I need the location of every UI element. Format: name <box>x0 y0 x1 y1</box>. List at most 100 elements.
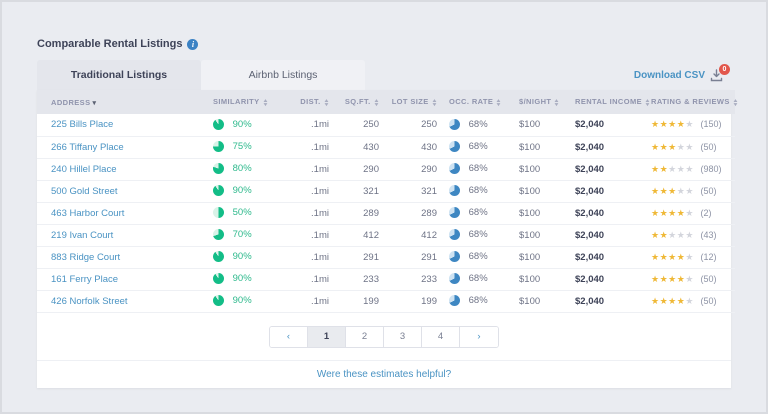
star-filled-icon: ★ <box>659 163 669 174</box>
similarity-pie-icon <box>213 207 224 219</box>
column-header-similarity[interactable]: Similarity ▲ ▼ <box>207 90 287 114</box>
star-filled-icon: ★ <box>676 251 686 262</box>
star-filled-icon: ★ <box>651 141 660 152</box>
address-link[interactable]: 240 Hillel Place <box>51 163 117 175</box>
info-icon[interactable]: i <box>187 38 199 50</box>
sort-icon: ▲ ▼ <box>495 97 503 108</box>
occupancy-value: 68% <box>468 119 488 131</box>
download-csv-label: Download CSV <box>633 69 705 81</box>
address-link[interactable]: 161 Ferry Place <box>51 273 119 285</box>
sqft-value: 290 <box>335 158 385 181</box>
column-header-night[interactable]: $/Night ▲ ▼ <box>513 90 569 114</box>
download-badge: 0 <box>719 63 730 75</box>
night-price-value: $100 <box>513 158 569 181</box>
distance-value: .1mi <box>287 136 335 159</box>
download-csv-button[interactable]: Download CSV 0 <box>634 60 731 90</box>
star-filled-icon: ★ <box>651 163 660 174</box>
pagination-page-2[interactable]: 2 <box>346 326 384 347</box>
review-count: (980) <box>700 163 722 174</box>
rental-income-value: $2,040 <box>569 180 645 203</box>
star-empty-icon: ★ <box>685 207 694 218</box>
similarity-pie-icon <box>213 273 224 285</box>
occupancy-value: 68% <box>468 295 488 307</box>
star-empty-icon: ★ <box>668 229 677 240</box>
sort-desc-icon: ▾ <box>92 99 97 107</box>
star-filled-icon: ★ <box>676 119 686 130</box>
occupancy-value: 68% <box>468 207 488 219</box>
star-rating: ★★★★★ <box>651 296 694 307</box>
occupancy-pie-icon <box>449 251 460 263</box>
distance-value: .1mi <box>287 158 335 181</box>
star-filled-icon: ★ <box>651 295 660 306</box>
pagination-page-1[interactable]: 1 <box>308 326 346 347</box>
review-count: (50) <box>700 141 717 152</box>
star-rating: ★★★★★ <box>651 208 694 219</box>
sort-icon: ▲ ▼ <box>644 97 652 108</box>
column-header-occ_rate[interactable]: Occ. Rate ▲ ▼ <box>443 90 513 114</box>
download-icon: 0 <box>710 63 730 82</box>
review-count: (50) <box>700 185 717 196</box>
listings-table: Address ▾ Similarity ▲ ▼ Dist. ▲ ▼ Sq.Ft. ▲ ▼ Lot S… <box>37 90 738 313</box>
sort-icon: ▲ ▼ <box>322 97 330 108</box>
star-empty-icon: ★ <box>685 119 694 130</box>
star-rating: ★★★★★ <box>651 252 694 263</box>
column-header-rental_income[interactable]: Rental Income ▲ ▼ <box>569 90 651 114</box>
pagination-page-4[interactable]: 4 <box>422 326 460 347</box>
star-filled-icon: ★ <box>651 185 660 196</box>
occupancy-value: 68% <box>468 163 488 175</box>
similarity-pie-icon <box>213 229 224 241</box>
similarity-pie-icon <box>213 141 224 153</box>
column-header-dist[interactable]: Dist. ▲ ▼ <box>287 90 335 114</box>
review-count: (50) <box>700 295 717 306</box>
estimates-feedback-link[interactable]: Were these estimates helpful? <box>316 368 452 380</box>
lot-size-value: 412 <box>385 224 443 247</box>
sqft-value: 412 <box>335 224 385 247</box>
tab-bar-spacer <box>365 60 634 90</box>
table-row: 463 Harbor Court 50% .1mi 289 289 68% $1… <box>37 202 735 225</box>
page-header: Comparable Rental Listings i <box>37 38 199 50</box>
address-link[interactable]: 463 Harbor Court <box>51 207 125 219</box>
tab-traditional-listings[interactable]: Traditional Listings <box>37 60 201 90</box>
lot-size-value: 290 <box>385 158 443 181</box>
star-filled-icon: ★ <box>659 185 669 196</box>
star-filled-icon: ★ <box>668 141 677 152</box>
lot-size-value: 199 <box>385 290 443 313</box>
address-link[interactable]: 219 Ivan Court <box>51 229 114 241</box>
star-filled-icon: ★ <box>668 119 677 130</box>
address-link[interactable]: 500 Gold Street <box>51 185 118 197</box>
star-rating: ★★★★★ <box>651 274 694 285</box>
column-header-rating[interactable]: Rating & Reviews ▲ ▼ <box>645 90 738 114</box>
star-filled-icon: ★ <box>659 229 669 240</box>
review-count: (43) <box>700 229 717 240</box>
column-header-sqft[interactable]: Sq.Ft. ▲ ▼ <box>335 90 385 114</box>
distance-value: .1mi <box>287 246 335 269</box>
column-header-address[interactable]: Address ▾ <box>37 90 207 114</box>
star-filled-icon: ★ <box>659 273 669 284</box>
tab-bar: Traditional Listings Airbnb Listings Dow… <box>37 60 731 90</box>
table-row: 161 Ferry Place 90% .1mi 233 233 68% $10… <box>37 268 735 291</box>
pagination-next-button[interactable]: › <box>460 326 498 347</box>
address-link[interactable]: 883 Ridge Court <box>51 251 121 263</box>
address-link[interactable]: 426 Norfolk Street <box>51 295 128 307</box>
review-count: (12) <box>700 251 717 262</box>
similarity-pie-icon <box>213 163 224 175</box>
table-row: 500 Gold Street 90% .1mi 321 321 68% $10… <box>37 180 735 203</box>
star-empty-icon: ★ <box>685 185 694 196</box>
column-header-lot_size[interactable]: Lot Size ▲ ▼ <box>385 90 443 114</box>
review-count: (50) <box>700 273 717 284</box>
tab-airbnb-listings[interactable]: Airbnb Listings <box>201 60 365 90</box>
night-price-value: $100 <box>513 290 569 313</box>
night-price-value: $100 <box>513 246 569 269</box>
star-filled-icon: ★ <box>676 273 686 284</box>
occupancy-pie-icon <box>449 229 460 241</box>
distance-value: .1mi <box>287 268 335 291</box>
pagination-page-3[interactable]: 3 <box>384 326 422 347</box>
occupancy-value: 68% <box>468 141 488 153</box>
table-header-row: Address ▾ Similarity ▲ ▼ Dist. ▲ ▼ Sq.Ft. ▲ ▼ Lot S… <box>37 90 738 114</box>
star-empty-icon: ★ <box>685 229 694 240</box>
occupancy-pie-icon <box>449 141 460 153</box>
similarity-pie-icon <box>213 185 224 197</box>
address-link[interactable]: 266 Tiffany Place <box>51 141 124 153</box>
address-link[interactable]: 225 Bills Place <box>51 119 114 131</box>
pagination-prev-button[interactable]: ‹ <box>270 326 308 347</box>
